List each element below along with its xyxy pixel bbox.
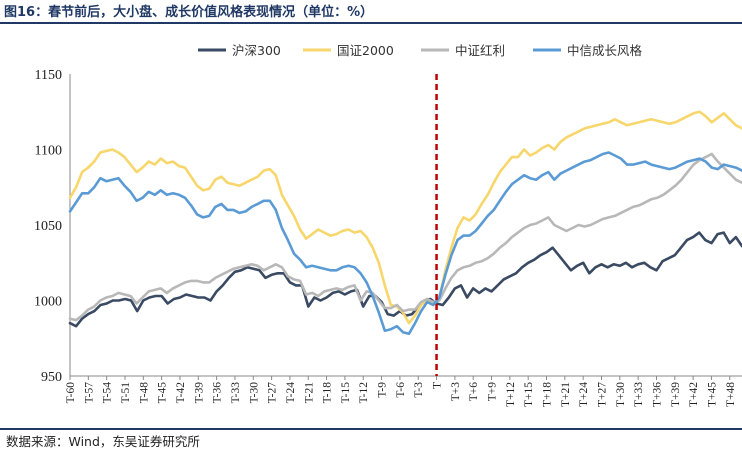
x-tick-label: T-54 (102, 382, 114, 404)
x-tick-label: T+45 (706, 382, 718, 407)
x-tick-label: T+27 (596, 382, 608, 407)
figure-title: 图16：春节前后，大小盘、成长价值风格表现情况（单位：%） (4, 5, 374, 20)
series-layer (68, 110, 742, 336)
x-tick-label: T-9 (377, 382, 389, 398)
series-line-2 (68, 152, 742, 322)
source-note: 数据来源：Wind，东吴证券研究所 (6, 434, 200, 449)
y-tick-label: 950 (41, 370, 62, 385)
x-tick-label: T-60 (65, 382, 77, 404)
y-tick-label: 1000 (34, 295, 62, 310)
x-tick-label: T+15 (523, 382, 535, 407)
x-tick-label: T+3 (450, 382, 462, 402)
x-tick-label: T+18 (542, 382, 554, 407)
series-line-0 (68, 231, 742, 328)
x-tick-label: T+30 (615, 382, 627, 407)
x-tick-label: T-51 (120, 382, 132, 404)
legend-label-3: 中信成长风格 (567, 43, 643, 58)
x-tick-label: T+12 (505, 382, 517, 407)
x-tick-label: T (432, 382, 444, 389)
x-tick-label: T-24 (285, 382, 297, 404)
series-line-3 (68, 151, 742, 336)
x-tick-label: T-30 (248, 382, 260, 404)
x-tick-label: T+33 (633, 382, 645, 407)
x-tick-label: T-27 (267, 382, 279, 404)
title-rule (0, 22, 742, 24)
x-tick-label: T-42 (175, 382, 187, 404)
x-tick-label: T-48 (138, 382, 150, 404)
x-tick-label: T-3 (413, 382, 425, 398)
legend: 沪深300 国证2000 中证红利 中信成长风格 (198, 43, 643, 58)
y-tick-label: 1150 (35, 68, 62, 83)
x-tick-label: T-6 (395, 382, 407, 398)
legend-label-2: 中证红利 (455, 43, 505, 58)
x-tick-label: T-36 (212, 382, 224, 404)
x-tick-label: T+6 (468, 382, 480, 402)
x-tick-label: T+24 (578, 382, 590, 407)
x-tick-label: T-12 (358, 382, 370, 404)
x-axis: T-60 T-57 T-54 T-51 T-48 T-45 T-42 T-39 T-36 T-33… (65, 375, 742, 407)
x-tick-label: T-57 (83, 382, 95, 404)
y-tick-label: 1100 (35, 144, 62, 159)
x-tick-label: T+9 (487, 382, 499, 402)
y-axis: 950 1000 1050 1100 1150 (34, 68, 71, 385)
source-rule (0, 428, 742, 430)
x-tick-label: T+21 (560, 382, 572, 407)
legend-label-0: 沪深300 (232, 43, 281, 58)
x-tick-label: T-21 (303, 382, 315, 404)
legend-label-1: 国证2000 (337, 43, 394, 58)
x-tick-label: T-45 (157, 382, 169, 404)
x-tick-label: T+39 (670, 382, 682, 407)
x-tick-label: T+42 (688, 382, 700, 407)
x-tick-label: T-18 (322, 382, 334, 404)
y-tick-label: 1050 (34, 219, 62, 234)
x-tick-label: T-33 (230, 382, 242, 404)
x-tick-label: T-15 (340, 382, 352, 404)
x-tick-label: T+48 (725, 382, 737, 407)
x-tick-label: T-39 (193, 382, 205, 404)
series-line-1 (68, 110, 742, 325)
x-tick-label: T+36 (651, 382, 663, 407)
